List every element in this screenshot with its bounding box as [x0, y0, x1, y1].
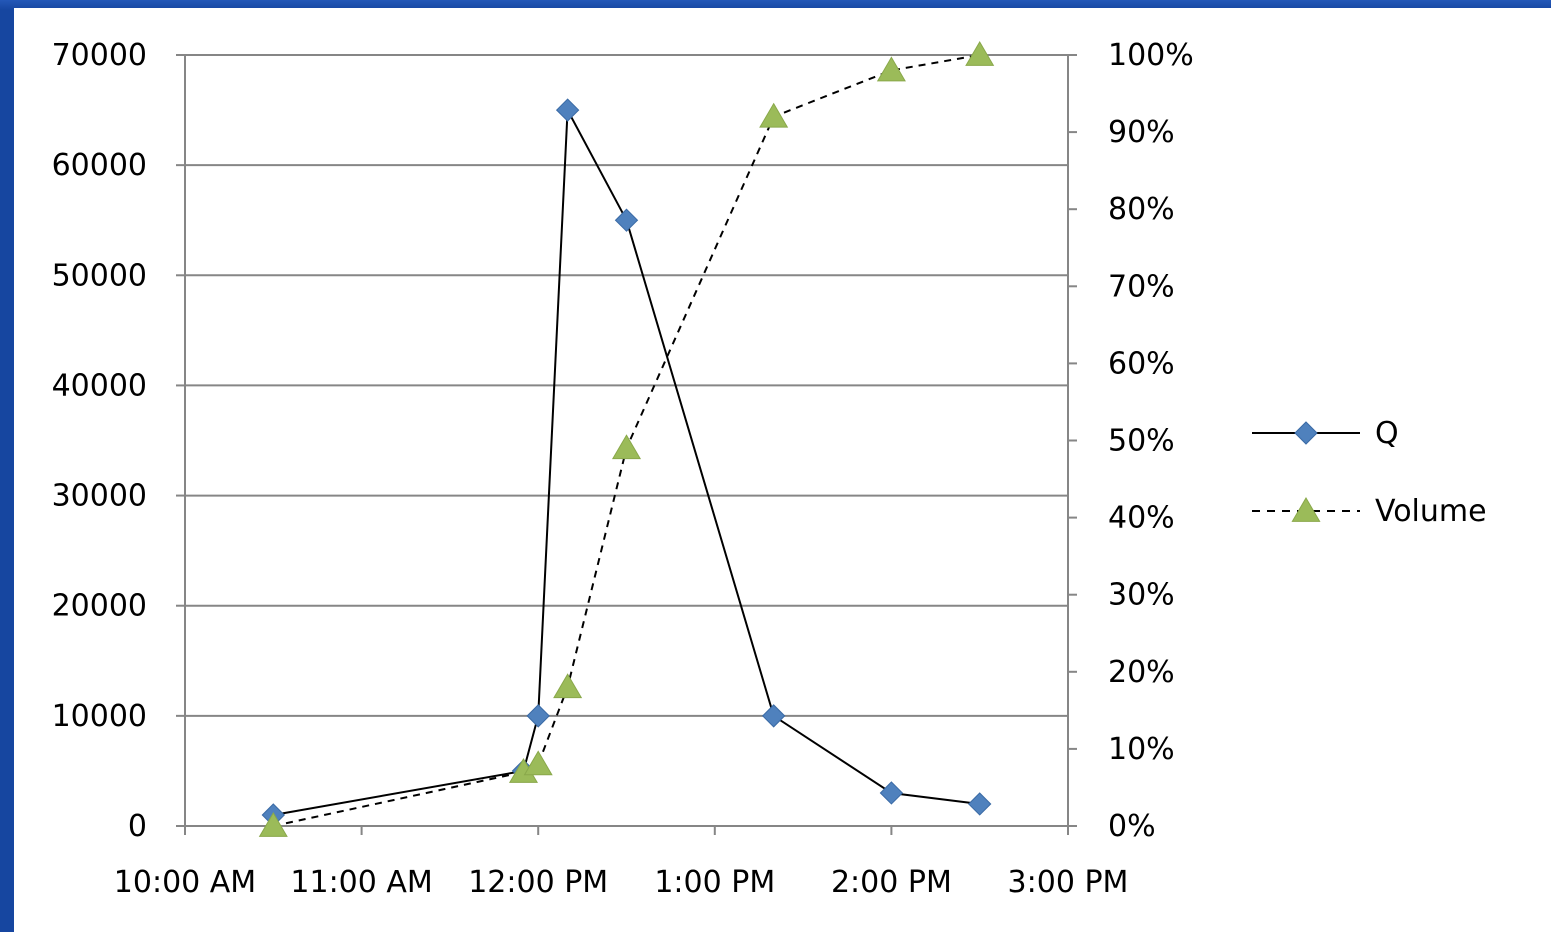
- y-left-tick-label: 0: [128, 809, 147, 844]
- y-right-tick-label: 60%: [1108, 346, 1175, 381]
- data-point-volume: [523, 750, 553, 776]
- y-right-tick-label: 20%: [1108, 655, 1175, 690]
- data-point-volume: [553, 673, 583, 699]
- y-left-tick-label: 30000: [52, 479, 147, 514]
- x-tick-label: 12:00 PM: [468, 865, 608, 900]
- y-right-tick-label: 100%: [1108, 38, 1194, 73]
- legend-marker-volume: [1291, 497, 1321, 522]
- x-tick-label: 1:00 PM: [654, 865, 775, 900]
- x-tick-label: 3:00 PM: [1008, 865, 1129, 900]
- y-right-tick-label: 30%: [1108, 578, 1175, 613]
- axes: 0 10000 20000 30000 40000 50000 60000 70000 0% 10…: [52, 38, 1194, 900]
- data-point-volume: [876, 56, 906, 82]
- y-left-tick-label: 40000: [52, 368, 147, 403]
- legend-label-q: Q: [1375, 416, 1399, 451]
- y-right-tick-label: 50%: [1108, 424, 1175, 459]
- series: [258, 41, 995, 837]
- y-right-tick-label: 10%: [1108, 732, 1175, 767]
- legend: Q Volume: [1252, 416, 1487, 529]
- y-right-tick-label: 90%: [1108, 115, 1175, 150]
- data-point-q: [967, 792, 992, 816]
- x-tick-label: 11:00 AM: [290, 865, 432, 900]
- y-right-tick-label: 0%: [1108, 809, 1156, 844]
- legend-marker-q: [1294, 421, 1318, 445]
- data-point-volume: [759, 102, 789, 128]
- legend-label-volume: Volume: [1375, 494, 1487, 529]
- y-right-tick-label: 70%: [1108, 269, 1175, 304]
- data-point-volume: [965, 41, 995, 66]
- y-right-tick-label: 40%: [1108, 501, 1175, 536]
- x-tick-label: 10:00 AM: [114, 865, 256, 900]
- y-left-tick-label: 10000: [52, 699, 147, 734]
- data-point-q: [526, 704, 550, 728]
- data-point-q: [761, 704, 786, 728]
- y-right-tick-label: 80%: [1108, 192, 1175, 227]
- y-left-tick-label: 20000: [52, 589, 147, 624]
- x-tick-label: 2:00 PM: [831, 865, 952, 900]
- data-point-q: [555, 98, 580, 122]
- data-point-q: [879, 781, 904, 805]
- y-left-tick-label: 60000: [52, 148, 147, 183]
- data-point-q: [614, 208, 639, 232]
- chart-panel: [14, 8, 1551, 932]
- y-left-tick-label: 50000: [52, 258, 147, 293]
- series-line-volume: [273, 54, 980, 827]
- y-left-tick-label: 70000: [52, 38, 147, 73]
- data-point-volume: [611, 434, 642, 460]
- gridlines: [185, 54, 1068, 717]
- data-point-volume: [258, 812, 288, 837]
